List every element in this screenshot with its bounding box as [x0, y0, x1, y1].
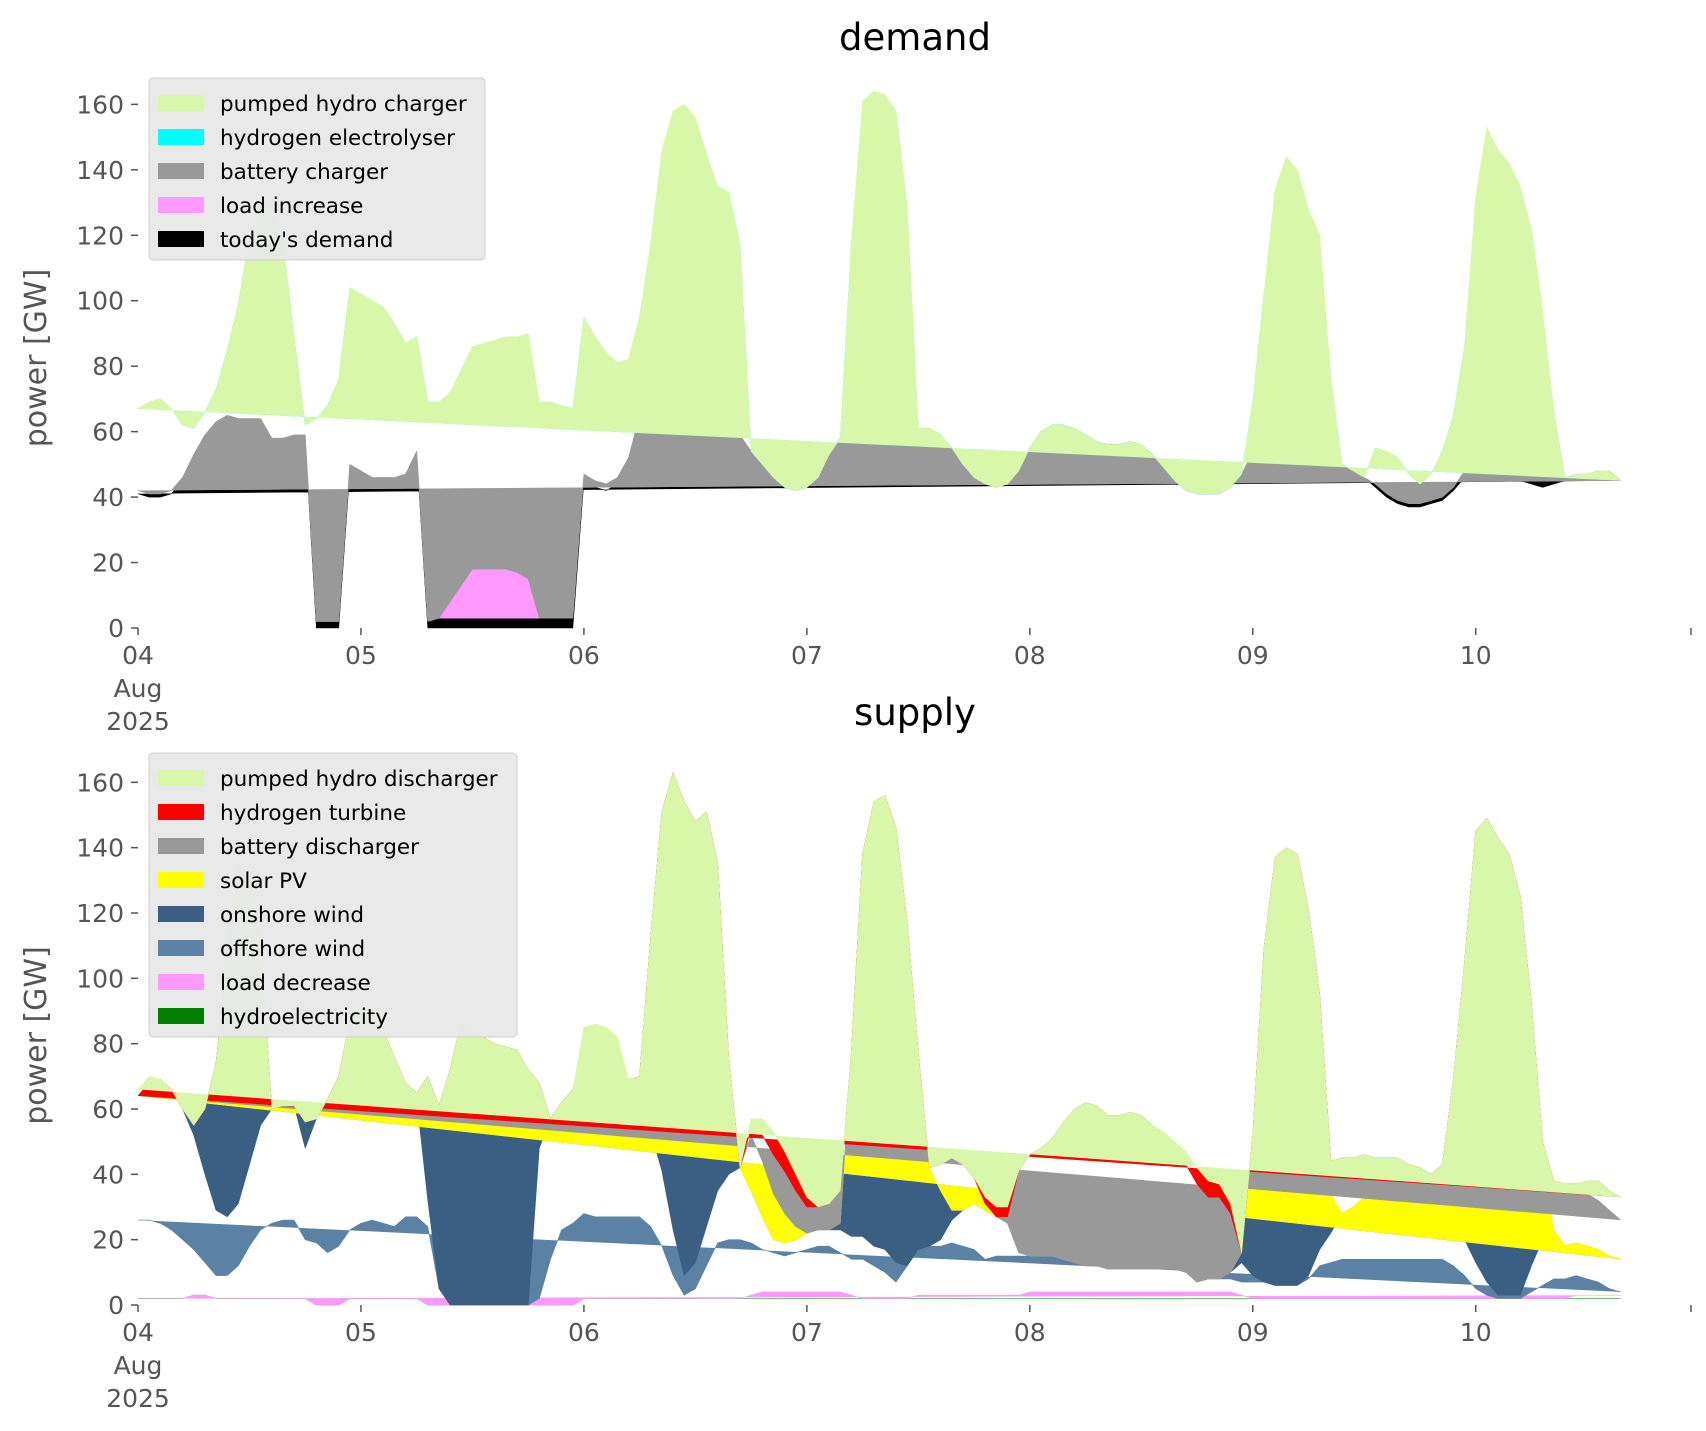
demand-x-tick-label: 04 Aug 2025	[106, 641, 170, 736]
supply-legend-box	[148, 752, 518, 1038]
demand-y-tick-label: 80	[92, 352, 124, 381]
supply-x-tick-label: 10	[1460, 1318, 1492, 1347]
demand-legend-label-load-increase: load increase	[220, 194, 363, 219]
supply-y-tick-label: 20	[92, 1226, 124, 1255]
supply-legend-label-load-decrease: load decrease	[220, 971, 371, 996]
supply-legend-swatch-hydrogen-turbine	[158, 804, 204, 820]
supply-legend-label-offshore-wind: offshore wind	[220, 937, 365, 962]
supply-y-tick-label: 40	[92, 1160, 124, 1189]
demand-y-tick-label: 120	[76, 221, 124, 250]
demand-y-tick-label: 0	[108, 614, 124, 643]
supply-y-tick-label: 100	[76, 964, 124, 993]
supply-legend-swatch-hydroelectricity	[158, 1008, 204, 1024]
demand-y-tick-label: 40	[92, 483, 124, 512]
supply-legend-label-solar-pv: solar PV	[220, 869, 307, 894]
supply-legend: pumped hydro discharger hydrogen turbine b…	[148, 752, 518, 1038]
supply-y-tick-label: 0	[108, 1291, 124, 1320]
demand-legend-label-pumped-hydro-charger: pumped hydro charger	[220, 92, 467, 117]
supply-title: supply	[854, 691, 976, 734]
demand-y-tick-label: 20	[92, 549, 124, 578]
demand-x-tick-label: 09	[1237, 641, 1269, 670]
demand-legend-swatch-hydrogen-electrolyser	[158, 129, 204, 145]
demand-chart: demand power [GW] 0 20 40 60 80 100 120 140 160 04 A…	[19, 16, 1692, 736]
supply-x-tick-label: 04 Aug 2025	[106, 1318, 170, 1413]
demand-legend-label-today-s-demand: today's demand	[220, 228, 393, 253]
demand-legend: pumped hydro charger hydrogen electrolyse…	[148, 77, 486, 261]
demand-legend-swatch-battery-charger	[158, 163, 204, 179]
demand-y-tick-label: 140	[76, 156, 124, 185]
supply-area-load-decrease	[138, 1291, 1621, 1306]
supply-legend-label-pumped-hydro-discharger: pumped hydro discharger	[220, 767, 498, 792]
supply-x-tick-label: 05	[345, 1318, 377, 1347]
demand-title: demand	[839, 16, 991, 59]
demand-legend-swatch-pumped-hydro-charger	[158, 95, 204, 111]
supply-legend-swatch-battery-discharger	[158, 838, 204, 854]
supply-y-tick-label: 120	[76, 899, 124, 928]
supply-legend-swatch-solar-pv	[158, 872, 204, 888]
supply-y-tick-label: 140	[76, 834, 124, 863]
demand-legend-label-hydrogen-electrolyser: hydrogen electrolyser	[220, 126, 455, 151]
demand-legend-swatch-today-s-demand	[158, 231, 204, 247]
demand-legend-label-battery-charger: battery charger	[220, 160, 388, 185]
supply-x-tick-label: 09	[1237, 1318, 1269, 1347]
supply-y-tick-label: 80	[92, 1030, 124, 1059]
supply-legend-label-battery-discharger: battery discharger	[220, 835, 419, 860]
demand-x-tick-label: 07	[791, 641, 823, 670]
supply-y-tick-label: 160	[76, 768, 124, 797]
supply-legend-swatch-pumped-hydro-discharger	[158, 770, 204, 786]
supply-legend-swatch-onshore-wind	[158, 906, 204, 922]
demand-x-tick-label: 05	[345, 641, 377, 670]
supply-chart: supply power [GW] 0 20 40 60 80 100 120 140 160 04 A…	[19, 691, 1692, 1413]
demand-legend-box	[148, 77, 486, 261]
supply-legend-label-onshore-wind: onshore wind	[220, 903, 364, 928]
demand-y-tick-label: 60	[92, 418, 124, 447]
demand-x-tick-label: 08	[1014, 641, 1046, 670]
supply-x-tick-label: 08	[1014, 1318, 1046, 1347]
demand-y-tick-label: 100	[76, 287, 124, 316]
demand-y-tick-label: 160	[76, 90, 124, 119]
demand-y-axis-label: power [GW]	[19, 269, 54, 448]
demand-area-pumped-hydro-charger	[137, 91, 1621, 495]
demand-x-tick-label: 06	[568, 641, 600, 670]
supply-legend-label-hydroelectricity: hydroelectricity	[220, 1005, 388, 1030]
supply-y-axis-label: power [GW]	[19, 946, 54, 1125]
demand-legend-swatch-load-increase	[158, 197, 204, 213]
supply-legend-swatch-load-decrease	[158, 974, 204, 990]
supply-x-tick-label: 07	[791, 1318, 823, 1347]
supply-x-tick-label: 06	[568, 1318, 600, 1347]
demand-x-tick-label: 10	[1460, 641, 1492, 670]
supply-legend-swatch-offshore-wind	[158, 940, 204, 956]
supply-y-tick-label: 60	[92, 1095, 124, 1124]
supply-legend-label-hydrogen-turbine: hydrogen turbine	[220, 801, 406, 826]
